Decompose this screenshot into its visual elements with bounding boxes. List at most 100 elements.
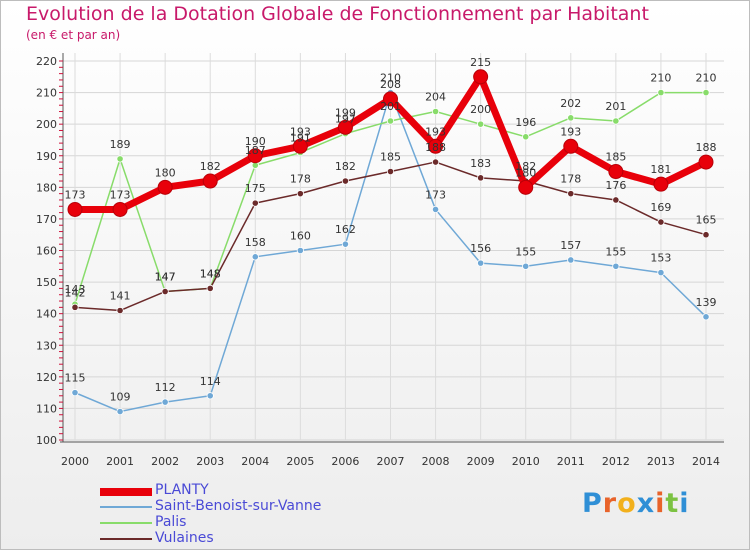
data-label: 176 — [605, 179, 626, 192]
legend-label-saint-benoist: Saint-Benoist-sur-Vanne — [155, 498, 322, 514]
data-point — [296, 246, 304, 255]
data-point — [563, 138, 579, 154]
logo-letter: x — [636, 488, 656, 519]
legend-swatch-planty — [100, 488, 152, 496]
data-point — [71, 389, 79, 397]
y-tick-label: 120 — [36, 371, 57, 384]
y-tick-label: 210 — [36, 87, 57, 100]
data-label: 199 — [335, 106, 356, 119]
data-point — [296, 190, 304, 198]
data-point — [567, 114, 575, 122]
data-label: 139 — [696, 296, 717, 309]
x-tick-label: 2000 — [61, 455, 89, 468]
data-point — [161, 287, 169, 296]
x-tick-label: 2003 — [196, 455, 224, 468]
legend-item-vulaines[interactable]: Vulaines — [100, 530, 430, 548]
data-label: 109 — [110, 391, 131, 404]
data-point — [477, 174, 485, 182]
x-tick-label: 2007 — [377, 455, 405, 468]
legend-label-planty: PLANTY — [155, 482, 209, 498]
x-tick-label: 2013 — [647, 455, 675, 468]
y-tick-label: 110 — [36, 402, 57, 415]
data-label: 157 — [560, 239, 581, 252]
data-point — [116, 407, 124, 416]
logo-letter: i — [679, 488, 690, 519]
y-tick-label: 100 — [36, 434, 57, 447]
data-label: 180 — [155, 166, 176, 179]
data-label: 143 — [65, 283, 86, 296]
data-label: 197 — [335, 113, 356, 126]
legend: PLANTY Saint-Benoist-sur-Vanne Palis Vul… — [100, 482, 430, 548]
data-label: 147 — [155, 271, 176, 284]
data-label: 158 — [245, 236, 266, 249]
data-label: 148 — [200, 267, 221, 280]
data-label: 180 — [515, 166, 536, 179]
data-label: 173 — [425, 188, 446, 201]
data-point — [341, 177, 350, 185]
data-label: 183 — [470, 157, 491, 170]
data-label: 182 — [515, 160, 536, 173]
data-point — [698, 154, 714, 170]
data-label: 148 — [200, 267, 221, 280]
data-point — [657, 269, 665, 277]
data-label: 160 — [290, 230, 311, 243]
data-label: 155 — [605, 245, 626, 258]
data-label: 210 — [380, 72, 401, 85]
data-label: 208 — [380, 78, 401, 91]
y-tick-label: 180 — [36, 181, 57, 194]
data-point — [337, 119, 353, 135]
data-label: 153 — [650, 252, 671, 265]
data-label: 142 — [65, 286, 86, 299]
data-point — [386, 167, 395, 176]
data-label: 189 — [110, 138, 131, 151]
data-point — [431, 205, 440, 214]
data-point — [608, 164, 624, 180]
data-label: 147 — [155, 271, 176, 284]
data-label: 155 — [515, 245, 536, 258]
logo-letter: o — [617, 488, 637, 519]
data-label: 178 — [290, 173, 311, 186]
data-label: 169 — [650, 201, 671, 214]
data-point — [702, 313, 710, 321]
data-label: 193 — [425, 125, 446, 138]
data-point — [206, 392, 214, 400]
data-point — [386, 117, 395, 125]
legend-swatch-saint-benoist — [100, 506, 152, 508]
data-point — [702, 231, 710, 239]
legend-swatch-palis — [100, 522, 152, 524]
logo-letter: r — [602, 488, 618, 519]
data-point — [116, 155, 124, 163]
legend-item-saint-benoist[interactable]: Saint-Benoist-sur-Vanne — [100, 498, 430, 516]
legend-item-planty[interactable]: PLANTY — [100, 482, 430, 500]
data-point — [428, 138, 444, 154]
legend-item-palis[interactable]: Palis — [100, 514, 430, 532]
data-label: 162 — [335, 223, 356, 236]
data-label: 201 — [380, 100, 401, 113]
data-point — [477, 259, 485, 267]
data-label: 204 — [425, 91, 446, 104]
data-label: 182 — [335, 160, 356, 173]
data-point — [657, 218, 665, 226]
y-tick-label: 150 — [36, 276, 57, 289]
proxiti-logo[interactable]: Proxiti — [582, 488, 690, 519]
data-point — [292, 138, 308, 154]
data-label: 185 — [605, 151, 626, 164]
data-label: 191 — [290, 132, 311, 145]
data-point — [251, 253, 259, 261]
data-label: 141 — [110, 290, 131, 303]
data-point — [567, 190, 575, 198]
x-tick-label: 2009 — [467, 455, 495, 468]
chart-title: Evolution de la Dotation Globale de Fonc… — [26, 3, 649, 25]
data-point — [522, 262, 530, 270]
x-tick-label: 2008 — [422, 455, 450, 468]
data-point — [67, 201, 83, 217]
data-label: 173 — [65, 188, 86, 201]
data-point — [567, 256, 575, 264]
data-label: 201 — [605, 100, 626, 113]
data-label: 196 — [515, 116, 536, 129]
data-label: 156 — [470, 242, 491, 255]
y-tick-label: 220 — [36, 55, 57, 68]
data-label: 188 — [696, 141, 717, 154]
data-label: 200 — [470, 103, 491, 116]
data-label: 181 — [650, 163, 671, 176]
